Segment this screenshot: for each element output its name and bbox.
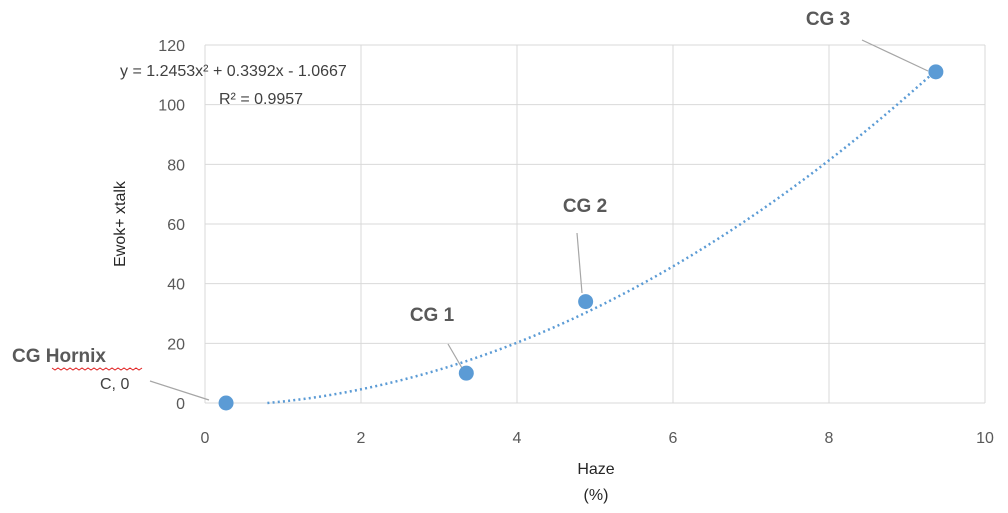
y-tick-label: 120 (158, 38, 185, 55)
x-tick-label: 10 (976, 430, 994, 447)
spellcheck-underline (51, 367, 143, 371)
data-point (578, 294, 594, 310)
data-label: CG Hornix (12, 346, 106, 367)
x-axis-unit: (%) (584, 487, 609, 504)
y-tick-label: 100 (158, 98, 185, 115)
leader-line (447, 343, 463, 369)
data-label: CG 3 (806, 9, 850, 30)
x-tick-label: 8 (825, 430, 834, 447)
data-point (458, 365, 474, 381)
data-point (218, 395, 234, 411)
y-tick-label: 60 (167, 217, 185, 234)
x-axis-title: Haze (577, 461, 614, 478)
data-label: CG 2 (563, 196, 607, 217)
trendline-equation: y = 1.2453x² + 0.3392x - 1.0667 (120, 63, 347, 80)
x-tick-label: 2 (357, 430, 366, 447)
trendline (267, 69, 937, 405)
leader-line (576, 232, 583, 294)
label-leader-lines (149, 39, 929, 401)
data-sublabel: C, 0 (100, 376, 129, 393)
y-tick-label: 0 (176, 396, 185, 413)
leader-line (149, 380, 210, 401)
y-tick-label: 80 (167, 157, 185, 174)
y-tick-label: 20 (167, 336, 185, 353)
trendline-r-squared: R² = 0.9957 (219, 91, 303, 108)
data-label: CG 1 (410, 305, 455, 326)
data-labels: CG Hornix C, 0 CG 1 CG 2 CG 3 (12, 9, 850, 393)
leader-line (861, 39, 929, 72)
x-tick-label: 4 (513, 430, 522, 447)
data-points (218, 64, 944, 411)
y-axis-title: Ewok+ xtalk (112, 180, 129, 267)
x-tick-label: 0 (201, 430, 210, 447)
x-tick-label: 6 (669, 430, 678, 447)
tick-labels: 0 20 40 60 80 100 120 0 2 4 6 8 10 (158, 38, 994, 447)
data-point (928, 64, 944, 80)
gridlines (204, 44, 986, 404)
y-tick-label: 40 (167, 277, 185, 294)
